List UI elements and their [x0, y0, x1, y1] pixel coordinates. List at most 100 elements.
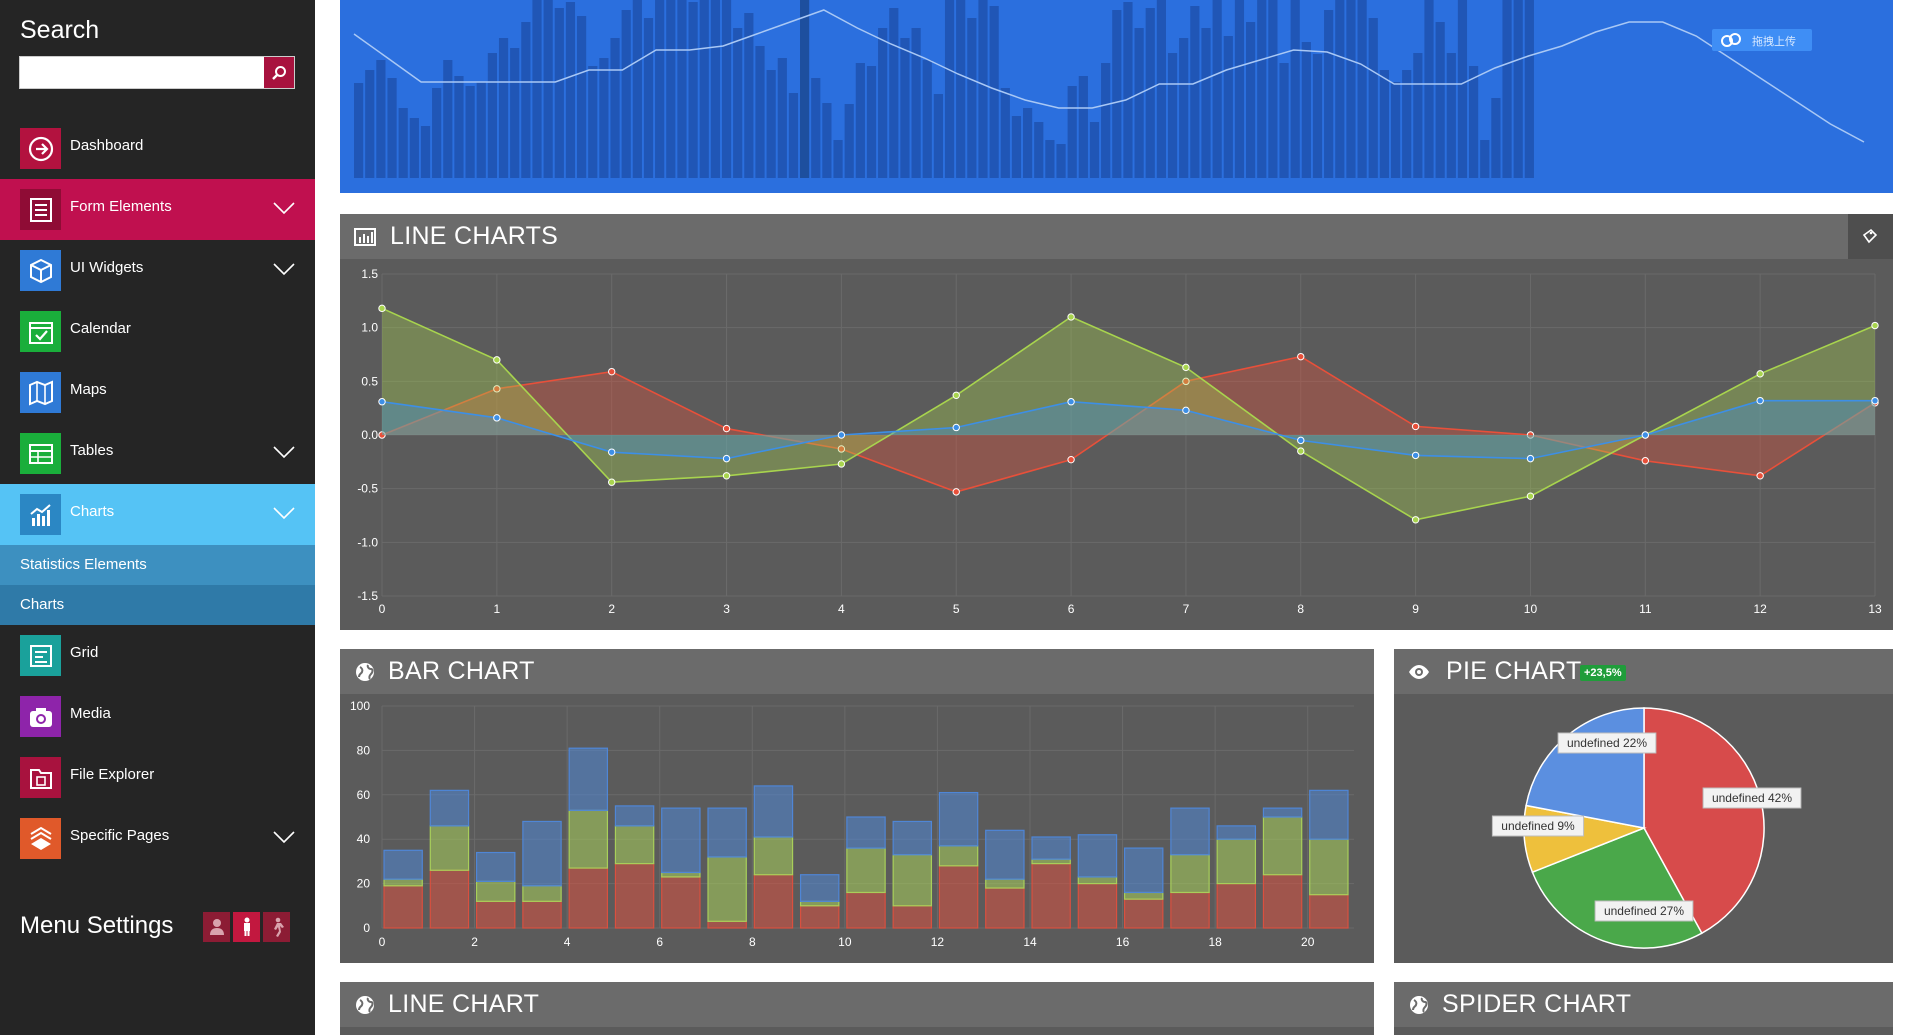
series-point[interactable] — [1411, 422, 1420, 431]
series-point[interactable] — [493, 356, 501, 364]
series-point[interactable] — [493, 414, 501, 422]
chevron-down-icon[interactable] — [273, 262, 295, 276]
bar-segment[interactable] — [892, 820, 933, 856]
menu-settings-person-button[interactable] — [233, 912, 260, 942]
sidebar-item-charts[interactable]: Charts — [0, 484, 315, 545]
series-point[interactable] — [378, 431, 386, 439]
bar-segment[interactable] — [1262, 874, 1303, 929]
series-point[interactable] — [1756, 396, 1764, 405]
bar-segment[interactable] — [985, 829, 1025, 880]
bar-segment[interactable] — [1309, 838, 1349, 896]
bar-segment[interactable] — [1077, 834, 1118, 878]
bar-segment[interactable] — [846, 847, 886, 894]
series-point[interactable] — [952, 488, 960, 496]
bar-segment[interactable] — [475, 900, 516, 929]
bar-segment[interactable] — [753, 874, 794, 929]
submenu-item-statistics-elements[interactable]: Statistics Elements — [0, 545, 315, 585]
series-point[interactable] — [1297, 436, 1305, 445]
bar-segment[interactable] — [938, 791, 979, 847]
series-point[interactable] — [1526, 492, 1535, 500]
bar-segment[interactable] — [799, 905, 840, 929]
series-point[interactable] — [837, 460, 846, 468]
series-point[interactable] — [607, 367, 616, 376]
sidebar-item-calendar[interactable]: Calendar — [0, 301, 315, 362]
bar-segment[interactable] — [753, 785, 794, 838]
series-point[interactable] — [1526, 431, 1535, 439]
bar-segment[interactable] — [568, 747, 609, 811]
series-point[interactable] — [837, 431, 846, 439]
series-point[interactable] — [378, 304, 386, 313]
bar-segment[interactable] — [1170, 807, 1210, 856]
bar-segment[interactable] — [799, 874, 840, 902]
bar-segment[interactable] — [614, 825, 655, 865]
sidebar-item-maps[interactable]: Maps — [0, 362, 315, 423]
bar-segment[interactable] — [1031, 863, 1071, 929]
series-point[interactable] — [1182, 406, 1190, 415]
bar-segment[interactable] — [1077, 883, 1118, 929]
bar-segment[interactable] — [1309, 894, 1349, 929]
series-point[interactable] — [1871, 396, 1879, 405]
bar-segment[interactable] — [1216, 825, 1257, 840]
bar-segment[interactable] — [938, 845, 979, 867]
series-point[interactable] — [493, 385, 501, 393]
bar-segment[interactable] — [614, 805, 655, 827]
search-button[interactable] — [264, 57, 294, 88]
sidebar-item-grid[interactable]: Grid — [0, 625, 315, 686]
bar-segment[interactable] — [383, 849, 423, 880]
bar-segment[interactable] — [1216, 838, 1257, 885]
menu-settings-user-button[interactable] — [203, 912, 230, 942]
series-point[interactable] — [1526, 454, 1535, 463]
bar-segment[interactable] — [707, 856, 747, 922]
bar-segment[interactable] — [475, 851, 516, 882]
series-point[interactable] — [1067, 313, 1075, 321]
bar-segment[interactable] — [1170, 891, 1210, 929]
series-point[interactable] — [1411, 516, 1420, 524]
bar-segment[interactable] — [568, 867, 609, 929]
sidebar-item-ui-widgets[interactable]: UI Widgets — [0, 240, 315, 301]
bar-segment[interactable] — [892, 854, 933, 907]
series-point[interactable] — [1756, 472, 1764, 480]
series-point[interactable] — [722, 472, 731, 480]
panel-tool-button[interactable] — [1848, 214, 1893, 259]
bar-segment[interactable] — [799, 900, 840, 907]
sidebar-item-specific-pages[interactable]: Specific Pages — [0, 808, 315, 869]
series-point[interactable] — [1067, 455, 1075, 464]
bar-segment[interactable] — [568, 809, 609, 869]
series-point[interactable] — [1182, 377, 1190, 386]
search-input[interactable] — [20, 57, 260, 88]
series-point[interactable] — [1297, 447, 1305, 455]
bar-segment[interactable] — [753, 836, 794, 876]
series-point[interactable] — [722, 424, 731, 433]
series-point[interactable] — [1756, 370, 1764, 378]
series-point[interactable] — [722, 454, 731, 463]
bar-segment[interactable] — [661, 876, 701, 929]
submenu-item-charts[interactable]: Charts — [0, 585, 315, 625]
bar-segment[interactable] — [1216, 883, 1257, 929]
bar-segment[interactable] — [1031, 836, 1071, 860]
bar-segment[interactable] — [707, 807, 747, 858]
sidebar-item-file-explorer[interactable]: File Explorer — [0, 747, 315, 808]
bar-segment[interactable] — [429, 869, 470, 929]
bar-segment[interactable] — [938, 865, 979, 929]
bar-segment[interactable] — [985, 878, 1025, 889]
bar-segment[interactable] — [1262, 816, 1303, 876]
series-point[interactable] — [607, 448, 616, 456]
bar-segment[interactable] — [383, 878, 423, 887]
bar-segment[interactable] — [1170, 854, 1210, 894]
bar-segment[interactable] — [1077, 876, 1118, 885]
bar-segment[interactable] — [614, 863, 655, 929]
bar-segment[interactable] — [1123, 847, 1164, 894]
chevron-down-icon[interactable] — [273, 201, 295, 215]
series-point[interactable] — [1297, 352, 1305, 361]
bar-segment[interactable] — [429, 789, 470, 827]
bar-segment[interactable] — [1123, 891, 1164, 900]
bar-segment[interactable] — [1262, 807, 1303, 818]
sidebar-item-dashboard[interactable]: Dashboard — [0, 118, 315, 179]
series-point[interactable] — [1411, 451, 1420, 460]
bar-segment[interactable] — [522, 900, 562, 929]
series-point[interactable] — [607, 478, 616, 486]
series-point[interactable] — [378, 398, 386, 406]
bar-segment[interactable] — [985, 887, 1025, 929]
chevron-down-icon[interactable] — [273, 506, 295, 520]
series-point[interactable] — [1067, 398, 1075, 406]
